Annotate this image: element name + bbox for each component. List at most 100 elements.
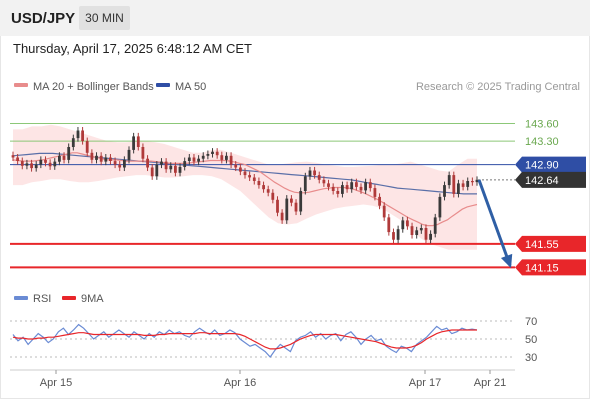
candle-body [457, 183, 460, 194]
candle-body [410, 226, 414, 235]
candle-body [136, 136, 140, 147]
rsi-tick-label: 50 [525, 334, 537, 346]
candle-body [25, 163, 29, 166]
candle-body [58, 155, 61, 162]
candle-body [76, 130, 80, 139]
rsi-ma-legend-swatch [62, 296, 76, 300]
candle-body [104, 157, 108, 162]
projection-arrow-head [500, 253, 513, 269]
rsi-legend-swatch [14, 296, 28, 300]
candle-body [475, 179, 479, 183]
candle-body [336, 191, 340, 194]
candle-body [174, 165, 177, 173]
candle-body [350, 182, 354, 190]
candle-body [303, 176, 307, 191]
candle-body [443, 185, 446, 197]
candle-body [187, 157, 191, 161]
candle-body [30, 163, 33, 169]
candle-body [164, 161, 168, 170]
candle-body [368, 182, 372, 189]
candle-body [234, 164, 238, 168]
candle-body [266, 189, 270, 193]
pivot-level-label: 142.90 [525, 160, 559, 172]
candle-body [433, 217, 437, 234]
ma20-legend-swatch [14, 83, 28, 87]
candle-body [438, 196, 442, 218]
candle-body [132, 136, 135, 150]
current-level-tag [515, 171, 586, 188]
candle-body [16, 157, 19, 161]
candle-body [382, 205, 386, 218]
support-level-tag [515, 259, 586, 276]
x-tick-label: Apr 15 [40, 377, 72, 389]
ma50-legend-label: MA 50 [175, 81, 206, 93]
candle-body [359, 186, 363, 191]
candle-body [206, 154, 210, 156]
candle-body [271, 192, 275, 200]
candle-body [299, 191, 303, 212]
timestamp: Thursday, April 17, 2025 6:48:12 AM CET [13, 41, 252, 56]
candle-body [146, 158, 149, 168]
candle-body [392, 232, 395, 240]
candle-body [192, 157, 196, 162]
support-level-label: 141.15 [525, 262, 559, 274]
rsi-grid: 70 50 30 [10, 316, 537, 364]
candle-body [201, 155, 205, 159]
candle-body [11, 155, 15, 158]
candle-body [118, 164, 122, 168]
candle-body [211, 151, 214, 154]
pivot-level-tag [515, 156, 586, 173]
candle-body [364, 182, 367, 191]
candle-body [452, 175, 456, 194]
candle-body [331, 186, 335, 191]
interval-button[interactable]: 30 MIN [79, 6, 130, 30]
rsi-lines [12, 323, 478, 358]
candle-body [322, 179, 326, 184]
level-labels: 143.60 143.30 142.90 142.64 141.55 141.15 [515, 118, 586, 276]
candle-body [308, 170, 312, 177]
candle-body [62, 155, 66, 160]
candle-body [127, 149, 131, 160]
candle-body [220, 155, 224, 160]
ma20-legend-label: MA 20 + Bollinger Bands [33, 81, 154, 93]
candle-body [39, 159, 43, 165]
symbol-label: USD/JPY [11, 10, 76, 27]
candle-body [415, 230, 419, 235]
candle-body [262, 185, 265, 190]
support-level-label: 141.55 [525, 239, 559, 251]
candle-body [447, 175, 451, 186]
candle-body [429, 233, 432, 240]
candle-body [290, 198, 293, 203]
candle-body [81, 130, 84, 142]
ma50-legend-swatch [156, 83, 170, 87]
candle-body [252, 177, 256, 181]
candle-body [471, 181, 474, 183]
candle-body [276, 199, 279, 213]
candle-body [67, 147, 71, 160]
candle-body [280, 212, 284, 221]
candle-body [229, 155, 233, 165]
rsi-line [12, 323, 478, 358]
candle-body [34, 164, 38, 169]
candle-body [95, 155, 98, 160]
candle-body [123, 159, 126, 168]
candle-body [341, 185, 344, 194]
candle-body [44, 159, 47, 163]
candle-body [406, 220, 409, 227]
candle-body [150, 167, 154, 177]
candle-body [257, 181, 261, 186]
support-level-tag [515, 235, 586, 252]
candle-body [424, 228, 428, 240]
level-lines [10, 122, 515, 269]
rsi-ma-legend-label: 9MA [81, 293, 104, 305]
resistance-level-label: 143.60 [525, 118, 559, 130]
candles [11, 127, 479, 244]
candle-body [109, 157, 112, 161]
candle-body [99, 155, 103, 162]
candle-body [183, 161, 187, 167]
candle-body [294, 202, 298, 212]
ma20-line [12, 152, 478, 227]
candle-body [285, 198, 289, 221]
candle-body [243, 171, 247, 176]
